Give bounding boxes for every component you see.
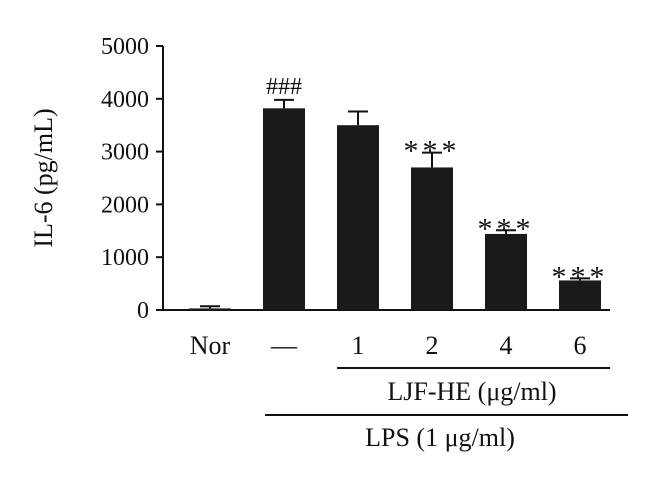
x-tick-label: Nor — [190, 331, 231, 360]
x-tick-label: 1 — [352, 331, 365, 360]
y-tick-label: 0 — [137, 298, 149, 324]
bar — [263, 108, 305, 310]
lps-group-label: LPS (1 μg/ml) — [365, 423, 515, 452]
significance-label: ### — [266, 74, 302, 100]
y-tick-label: 1000 — [101, 245, 149, 271]
x-tick-label: — — [270, 331, 298, 360]
x-tick-label: 2 — [426, 331, 439, 360]
bar — [411, 167, 453, 310]
x-tick-label: 4 — [500, 331, 513, 360]
significance-label: *** — [404, 135, 461, 168]
bar — [189, 308, 231, 310]
error-bars-group — [200, 98, 590, 309]
significance-annotations: ### *** *** *** — [266, 74, 609, 293]
y-tick-label: 2000 — [101, 192, 149, 218]
significance-label: *** — [478, 212, 535, 245]
x-tick-labels: Nor — 1 2 4 6 — [190, 331, 587, 360]
bar — [485, 233, 527, 310]
y-tick-label: 5000 — [101, 34, 149, 60]
bar — [337, 125, 379, 310]
y-axis-ticks: 0 1000 2000 3000 4000 5000 — [101, 34, 163, 324]
y-tick-label: 4000 — [101, 87, 149, 113]
x-tick-label: 6 — [574, 331, 587, 360]
ljf-he-group-label: LJF-HE (μg/ml) — [387, 377, 556, 406]
bars-group — [189, 108, 601, 310]
bar — [559, 280, 601, 310]
y-tick-label: 3000 — [101, 140, 149, 166]
significance-label: *** — [552, 260, 609, 293]
y-axis-label: IL-6 (pg/mL) — [29, 108, 58, 247]
